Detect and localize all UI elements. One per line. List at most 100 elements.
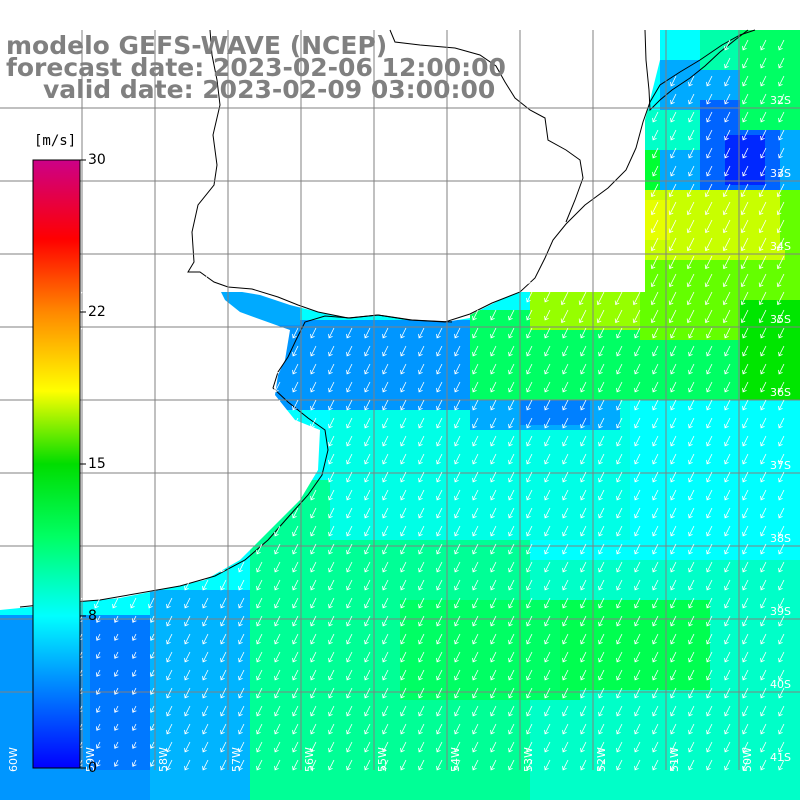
- wind-arrow: [652, 633, 659, 645]
- wind-arrow: [418, 345, 425, 357]
- wind-arrow: [526, 309, 533, 321]
- wind-arrow: [724, 345, 731, 357]
- wind-arrow: [95, 759, 101, 767]
- wind-arrow: [184, 327, 191, 339]
- wind-arrow: [490, 327, 497, 339]
- wind-arrow: [580, 507, 587, 519]
- wind-arrow: [544, 741, 551, 753]
- wind-arrow: [310, 741, 317, 753]
- wind-arrow: [580, 723, 587, 735]
- wind-arrow: [760, 57, 767, 69]
- wind-arrow: [400, 561, 407, 573]
- wind-arrow: [688, 147, 695, 159]
- wind-arrow: [256, 723, 263, 735]
- wind-arrow: [526, 615, 533, 627]
- wind-arrow: [472, 669, 479, 681]
- wind-arrow: [686, 291, 695, 306]
- wind-arrow: [580, 633, 587, 645]
- wind-arrow: [292, 669, 299, 681]
- wind-arrow: [634, 489, 641, 501]
- wind-arrow: [598, 615, 605, 627]
- wind-arrow: [544, 435, 551, 447]
- wind-arrow: [544, 705, 551, 717]
- wind-arrow: [598, 417, 605, 429]
- wind-arrow: [598, 579, 605, 591]
- wind-arrow: [758, 273, 767, 288]
- wind-arrow: [652, 597, 659, 609]
- wind-arrow: [742, 381, 749, 393]
- wind-arrow: [400, 597, 407, 609]
- wind-arrow: [668, 237, 677, 252]
- wind-arrow: [400, 381, 407, 393]
- wind-arrow: [722, 309, 731, 324]
- wind-arrow: [650, 183, 659, 198]
- wind-arrow: [776, 219, 785, 234]
- wind-arrow: [256, 327, 263, 339]
- wind-arrow: [724, 93, 731, 105]
- wind-arrow: [614, 273, 623, 288]
- wind-arrow: [400, 687, 407, 699]
- wind-arrow: [472, 759, 479, 771]
- wind-arrow: [364, 399, 371, 411]
- wind-arrow: [688, 525, 695, 537]
- wind-arrow: [436, 543, 443, 555]
- wind-arrow: [544, 309, 551, 321]
- wind-arrow: [706, 525, 713, 537]
- wind-arrow: [113, 669, 119, 677]
- wind-arrow: [778, 525, 785, 537]
- wind-arrow: [670, 129, 677, 141]
- wind-arrow: [652, 759, 659, 771]
- wind-arrow: [688, 489, 695, 501]
- lat-label: 40S: [770, 678, 791, 691]
- wind-arrow: [580, 327, 587, 339]
- wind-arrow: [113, 759, 119, 767]
- wind-arrow: [652, 327, 659, 339]
- wind-arrow: [256, 561, 263, 573]
- wind-arrow: [722, 273, 731, 288]
- wind-arrow: [364, 327, 371, 339]
- wind-arrow: [526, 651, 533, 663]
- wind-arrow: [220, 579, 227, 591]
- wind-arrow: [220, 327, 227, 339]
- wind-arrow: [650, 219, 659, 234]
- wind-arrow: [184, 705, 191, 717]
- wind-arrow: [328, 507, 335, 519]
- wind-arrow: [149, 723, 155, 731]
- wind-arrow: [364, 417, 371, 429]
- wind-arrow: [760, 561, 767, 573]
- wind-arrow: [598, 435, 605, 447]
- wind-arrow: [202, 723, 209, 735]
- wind-arrow: [598, 561, 605, 573]
- wind-arrow: [616, 363, 623, 375]
- wind-arrow: [706, 597, 713, 609]
- wind-arrow: [742, 543, 749, 555]
- wind-arrow: [364, 723, 371, 735]
- wind-arrow: [704, 219, 713, 234]
- wind-arrow: [94, 309, 101, 321]
- wind-arrow: [454, 507, 461, 519]
- wind-arrow: [526, 381, 533, 393]
- wind-arrow: [364, 507, 371, 519]
- wind-arrow: [778, 453, 785, 465]
- wind-arrow: [616, 741, 623, 753]
- wind-arrow: [112, 309, 119, 321]
- wind-arrow: [436, 741, 443, 753]
- colorbar: [32, 159, 81, 769]
- wind-arrow: [778, 471, 785, 483]
- wind-arrow: [758, 183, 767, 198]
- wind-arrow: [616, 435, 623, 447]
- wind-arrow: [346, 561, 353, 573]
- wind-arrow: [688, 75, 695, 87]
- wind-arrow: [346, 345, 353, 357]
- wind-arrow: [724, 453, 731, 465]
- wind-arrow: [634, 579, 641, 591]
- wind-arrow: [418, 507, 425, 519]
- lon-label: 59W: [84, 747, 97, 772]
- wind-arrow: [758, 219, 767, 234]
- wind-arrow: [166, 723, 173, 735]
- wind-arrow: [220, 615, 227, 627]
- wind-arrow: [202, 597, 209, 609]
- wind-arrow: [472, 345, 479, 357]
- wind-arrow: [436, 399, 443, 411]
